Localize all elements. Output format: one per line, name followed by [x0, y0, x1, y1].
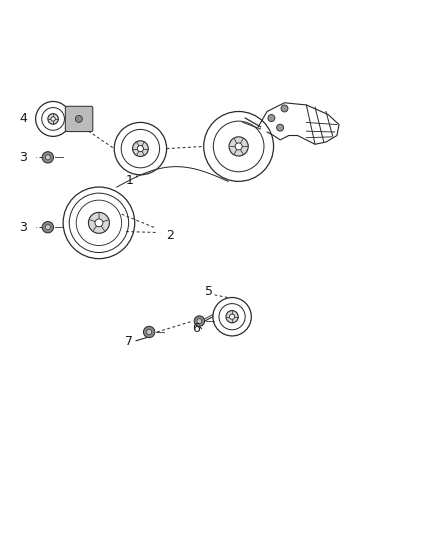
Circle shape [235, 143, 242, 150]
Circle shape [226, 311, 238, 323]
Circle shape [51, 117, 55, 121]
Circle shape [147, 329, 152, 335]
Circle shape [144, 326, 155, 338]
Text: 4: 4 [19, 112, 27, 125]
Circle shape [230, 314, 235, 319]
Text: 2: 2 [166, 229, 174, 243]
Circle shape [45, 224, 50, 230]
Text: 3: 3 [19, 151, 27, 164]
Circle shape [138, 146, 144, 152]
Text: 6: 6 [192, 322, 200, 335]
Text: 1: 1 [126, 174, 134, 187]
Circle shape [268, 115, 275, 122]
Text: 7: 7 [126, 335, 134, 348]
Circle shape [197, 319, 202, 324]
Text: 3: 3 [19, 221, 27, 233]
Circle shape [277, 124, 284, 131]
Circle shape [42, 152, 53, 163]
Circle shape [281, 105, 288, 112]
Circle shape [229, 137, 248, 156]
Circle shape [133, 141, 148, 157]
Circle shape [194, 316, 205, 326]
Circle shape [45, 155, 50, 160]
Circle shape [75, 116, 82, 123]
Circle shape [48, 114, 58, 124]
Circle shape [42, 222, 53, 233]
Circle shape [88, 212, 110, 233]
Text: 5: 5 [205, 285, 213, 298]
Circle shape [95, 219, 103, 227]
FancyBboxPatch shape [65, 106, 93, 132]
